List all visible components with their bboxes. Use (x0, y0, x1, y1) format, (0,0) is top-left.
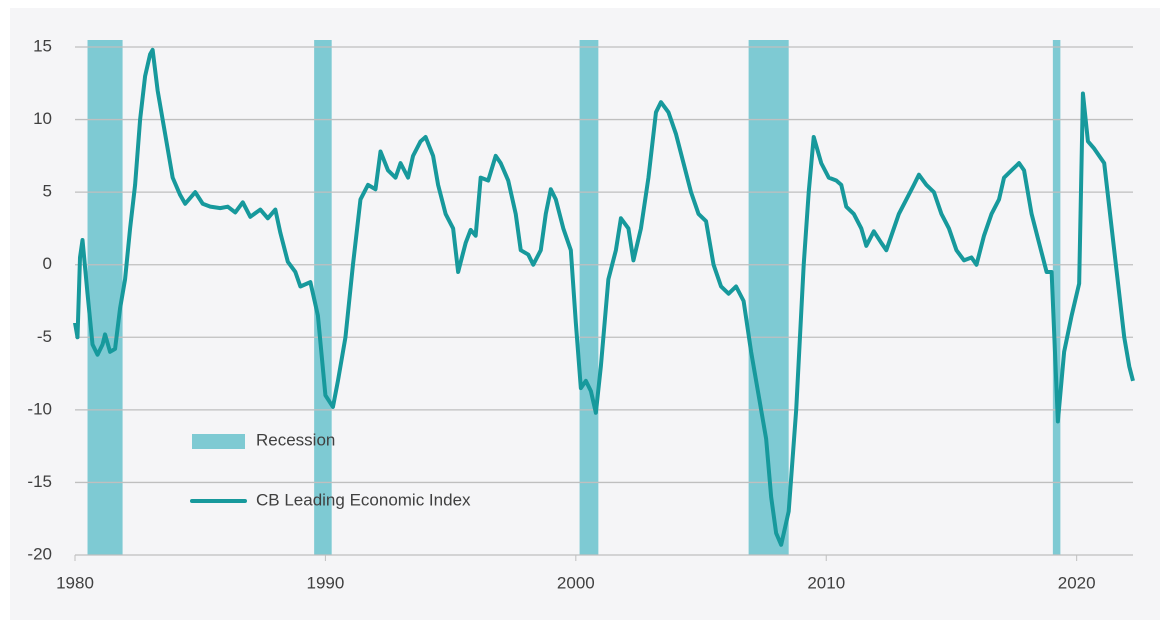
series-line (73, 47, 1135, 547)
y-tick-label: 0 (43, 254, 52, 273)
y-tick-label: -15 (27, 472, 52, 491)
recession-band (1052, 40, 1061, 555)
y-tick-label: -20 (27, 544, 52, 563)
y-tick-label: -10 (27, 399, 52, 418)
recession-band (314, 40, 332, 555)
legend-swatch (192, 434, 245, 449)
legend-label: Recession (256, 430, 335, 449)
y-tick-label: 10 (33, 109, 52, 128)
x-tick-label: 1990 (307, 573, 345, 592)
y-tick-label: 5 (43, 182, 52, 201)
x-tick-label: 1980 (56, 573, 94, 592)
y-tick-label: 15 (33, 36, 52, 55)
y-tick-label: -5 (37, 327, 52, 346)
legend-label: CB Leading Economic Index (256, 490, 471, 509)
recession-band (579, 40, 599, 555)
x-tick-label: 2010 (807, 573, 845, 592)
x-tick-label: 2020 (1058, 573, 1096, 592)
x-tick-label: 2000 (557, 573, 595, 592)
recession-band (87, 40, 123, 555)
